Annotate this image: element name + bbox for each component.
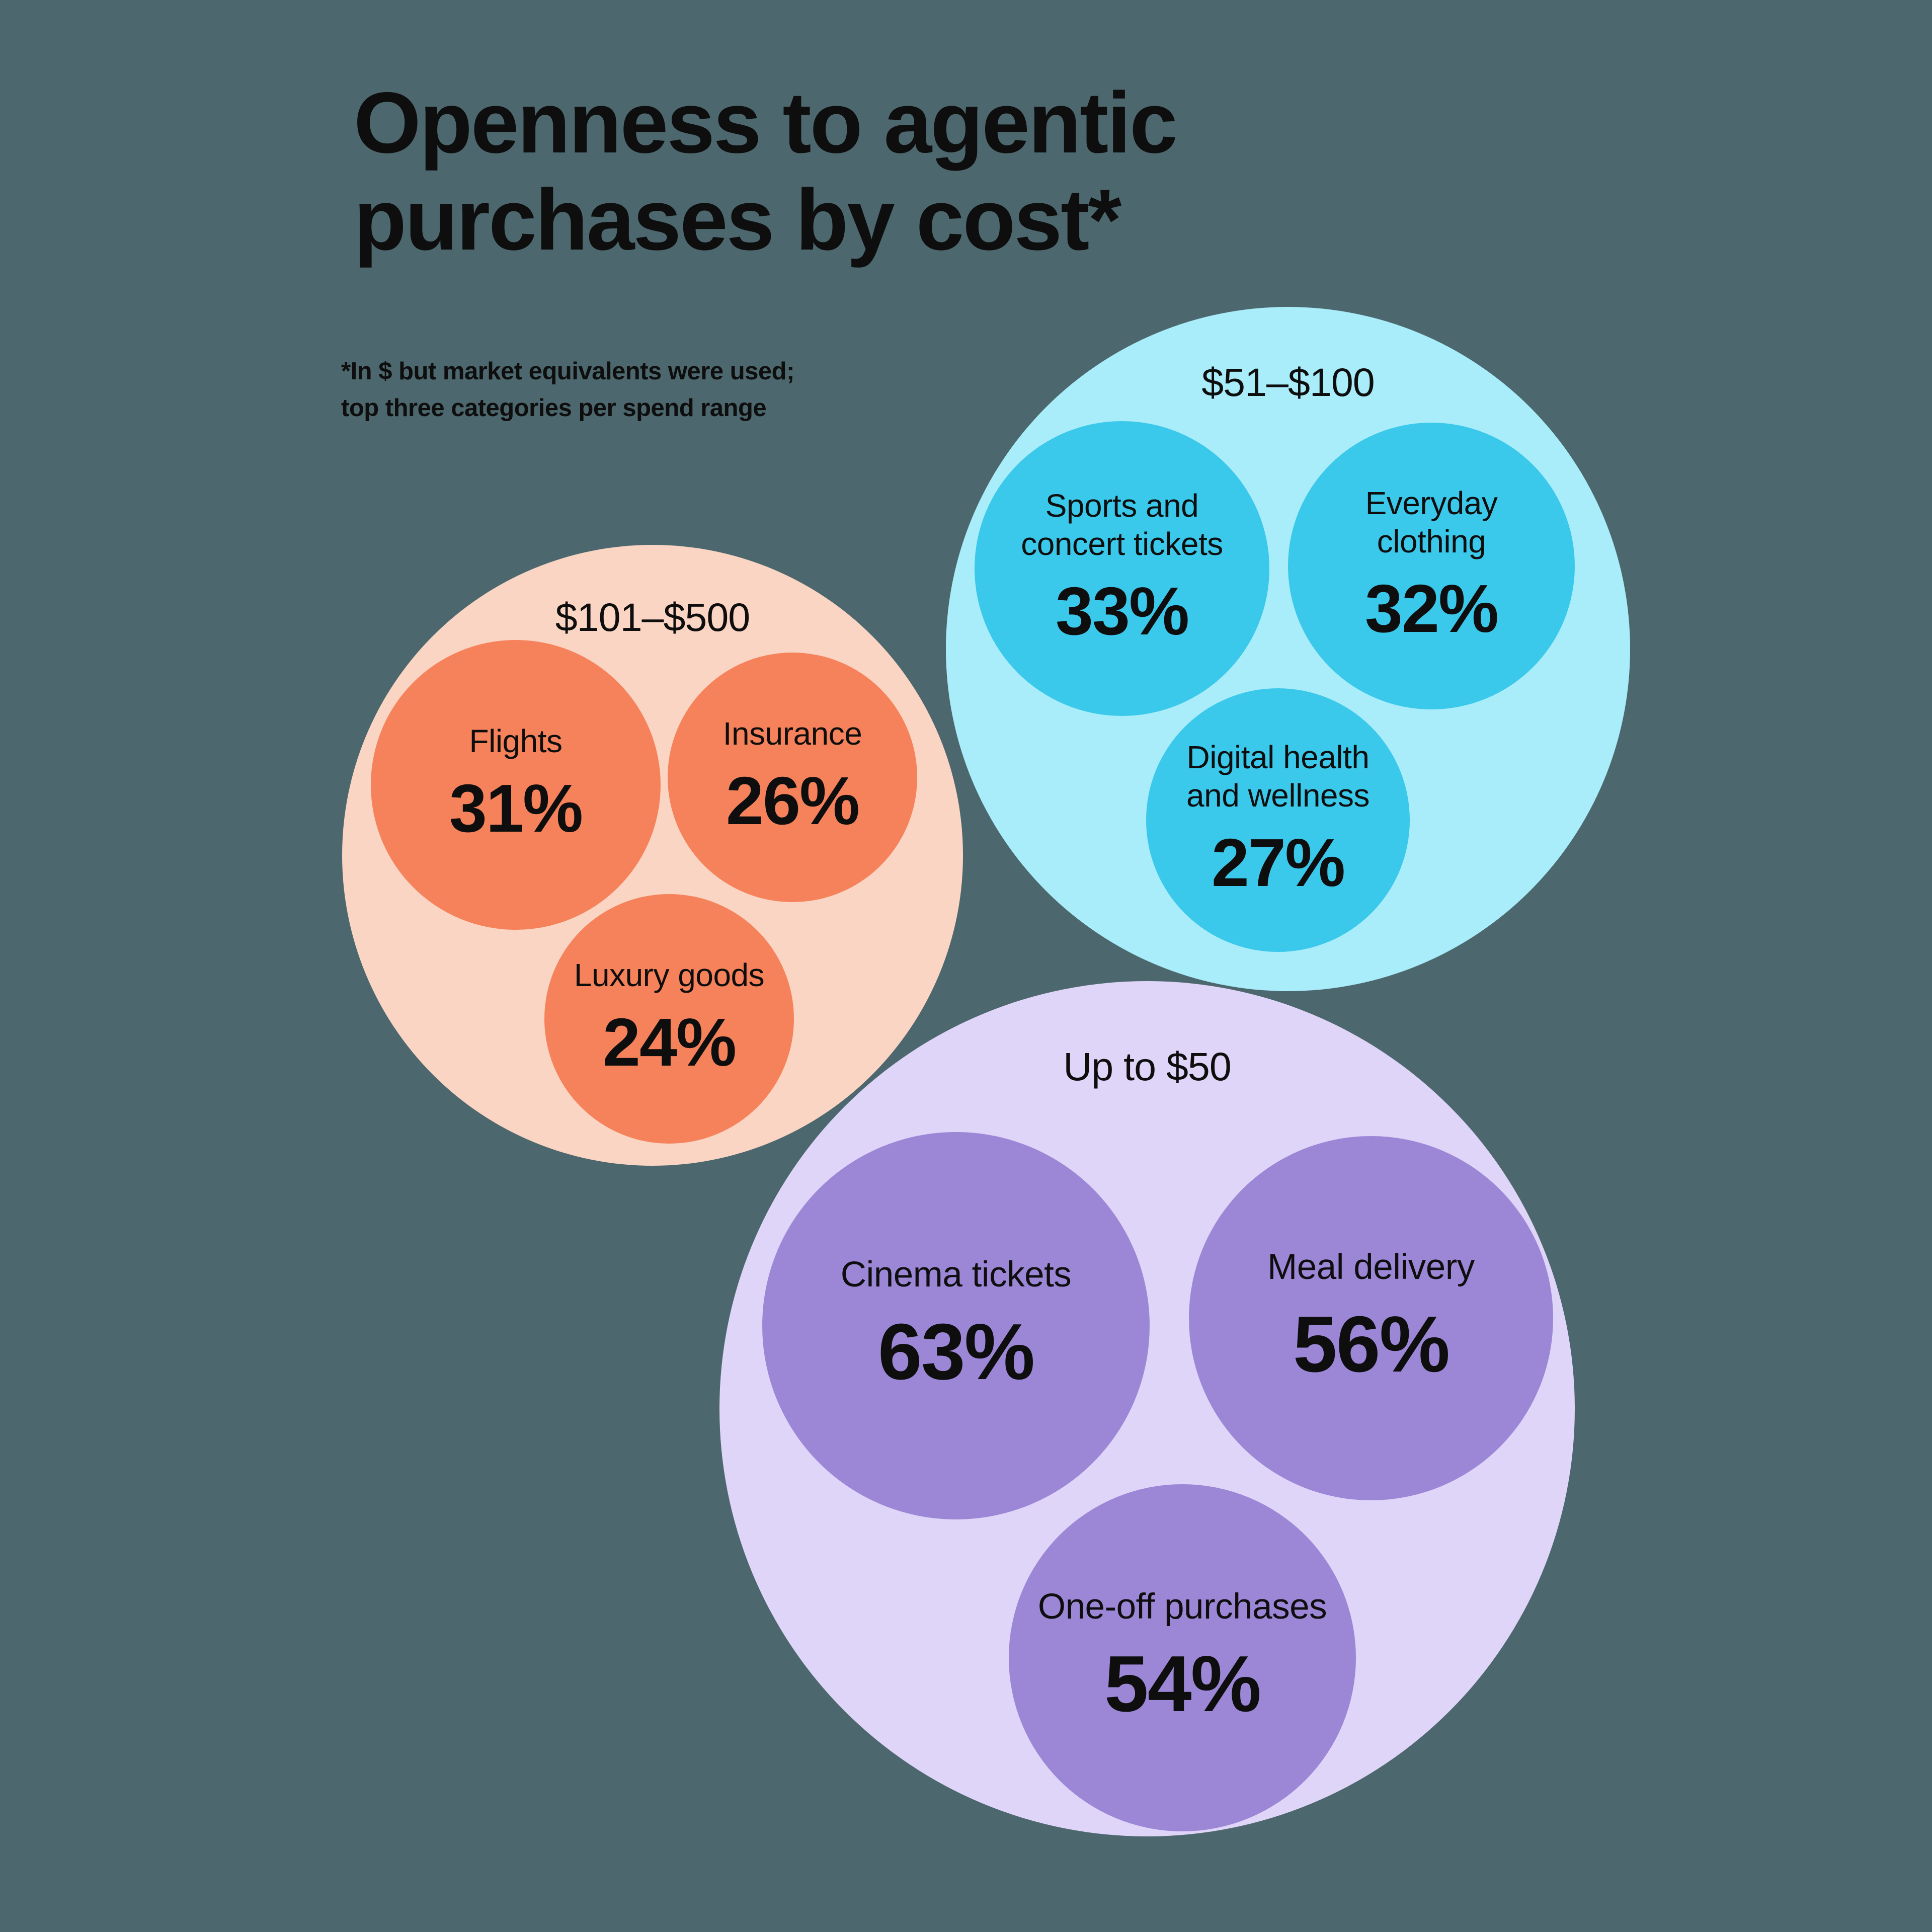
page-title-line2: purchases by cost*	[354, 171, 1121, 268]
bubble-value-flights: 31%	[449, 770, 583, 847]
bubble-value-one-off-purchases: 54%	[1104, 1640, 1261, 1729]
group-label-up-to-50: Up to $50	[1063, 1044, 1232, 1089]
bubble-label-digital-line1: Digital health	[1186, 739, 1370, 775]
bubble-value-everyday-clothing: 32%	[1364, 571, 1499, 647]
footnote-line2: top three categories per spend range	[341, 394, 767, 422]
bubble-value-insurance: 26%	[726, 763, 860, 839]
group-label-101-500: $101–$500	[555, 595, 750, 639]
bubble-group-101-500: $101–$500 Flights 31% Insurance 26% Luxu…	[342, 545, 963, 1166]
bubble-value-digital-health-wellness: 27%	[1211, 825, 1345, 901]
bubble-label-digital-line2: and wellness	[1186, 777, 1370, 814]
bubble-label-meal-line1: Meal delivery	[1267, 1247, 1475, 1287]
bubble-label-cinema-tickets: Cinema tickets	[841, 1254, 1072, 1296]
bubble-label-flights: Flights	[469, 722, 563, 761]
bubble-label-insurance-line1: Insurance	[722, 715, 862, 752]
bubble-digital-health-wellness: Digital health and wellness 27%	[1146, 688, 1410, 952]
bubble-label-oneoff-line1: One-off purchases	[1037, 1586, 1327, 1627]
bubble-everyday-clothing: Everyday clothing 32%	[1288, 423, 1575, 709]
bubble-label-everyday-clothing: Everyday clothing	[1365, 485, 1498, 560]
bubble-insurance: Insurance 26%	[668, 653, 917, 902]
footnote: *In $ but market equivalents were used; t…	[341, 353, 794, 426]
bubble-label-flights-line1: Flights	[469, 722, 563, 759]
bubble-label-meal-delivery: Meal delivery	[1267, 1246, 1475, 1289]
bubble-label-sports-line2: concert tickets	[1021, 525, 1223, 562]
bubble-label-luxury-goods: Luxury goods	[574, 956, 765, 995]
page-title-line1: Openness to agentic	[354, 74, 1178, 171]
bubble-luxury-goods: Luxury goods 24%	[544, 894, 794, 1144]
bubble-value-sports-concert-tickets: 33%	[1055, 573, 1189, 650]
footnote-line1: *In $ but market equivalents were used;	[341, 358, 794, 385]
bubble-sports-concert-tickets: Sports and concert tickets 33%	[975, 421, 1269, 716]
bubble-label-clothing-line2: clothing	[1377, 523, 1486, 559]
bubble-flights: Flights 31%	[371, 640, 661, 930]
bubble-label-sports-concert-tickets: Sports and concert tickets	[1021, 487, 1223, 563]
bubble-meal-delivery: Meal delivery 56%	[1189, 1136, 1553, 1500]
bubble-cinema-tickets: Cinema tickets 63%	[762, 1132, 1150, 1519]
bubble-label-clothing-line1: Everyday	[1365, 485, 1498, 521]
bubble-value-meal-delivery: 56%	[1293, 1300, 1450, 1389]
bubble-label-sports-line1: Sports and	[1045, 487, 1199, 524]
bubble-value-luxury-goods: 24%	[602, 1004, 737, 1081]
bubble-label-digital-health-wellness: Digital health and wellness	[1186, 739, 1370, 815]
bubble-one-off-purchases: One-off purchases 54%	[1009, 1484, 1356, 1831]
bubble-value-cinema-tickets: 63%	[877, 1308, 1035, 1397]
page-title: Openness to agentic purchases by cost*	[354, 74, 1178, 268]
bubble-label-luxury-goods-line1: Luxury goods	[574, 956, 765, 993]
bubble-label-insurance: Insurance	[723, 715, 862, 753]
group-label-51-100: $51–$100	[1201, 360, 1375, 405]
bubble-label-cinema-line1: Cinema tickets	[840, 1254, 1072, 1295]
bubble-group-up-to-50: Up to $50 Cinema tickets 63% Meal delive…	[719, 981, 1575, 1836]
bubble-label-one-off-purchases: One-off purchases	[1038, 1586, 1327, 1628]
bubble-group-51-100: $51–$100 Sports and concert tickets 33% E…	[946, 307, 1630, 991]
